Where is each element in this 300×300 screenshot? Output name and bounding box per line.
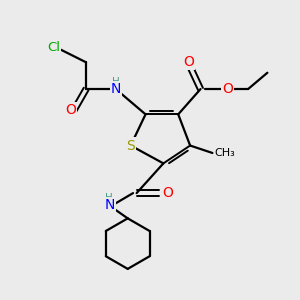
Text: N: N <box>105 198 115 212</box>
Text: H: H <box>112 76 120 87</box>
Text: O: O <box>162 186 173 200</box>
Text: O: O <box>183 55 194 69</box>
Text: Cl: Cl <box>47 41 60 54</box>
Text: CH₃: CH₃ <box>214 148 235 158</box>
Text: S: S <box>126 139 135 152</box>
Text: O: O <box>222 82 233 96</box>
Text: H: H <box>104 193 112 202</box>
Text: N: N <box>111 82 121 96</box>
Text: O: O <box>65 103 76 117</box>
